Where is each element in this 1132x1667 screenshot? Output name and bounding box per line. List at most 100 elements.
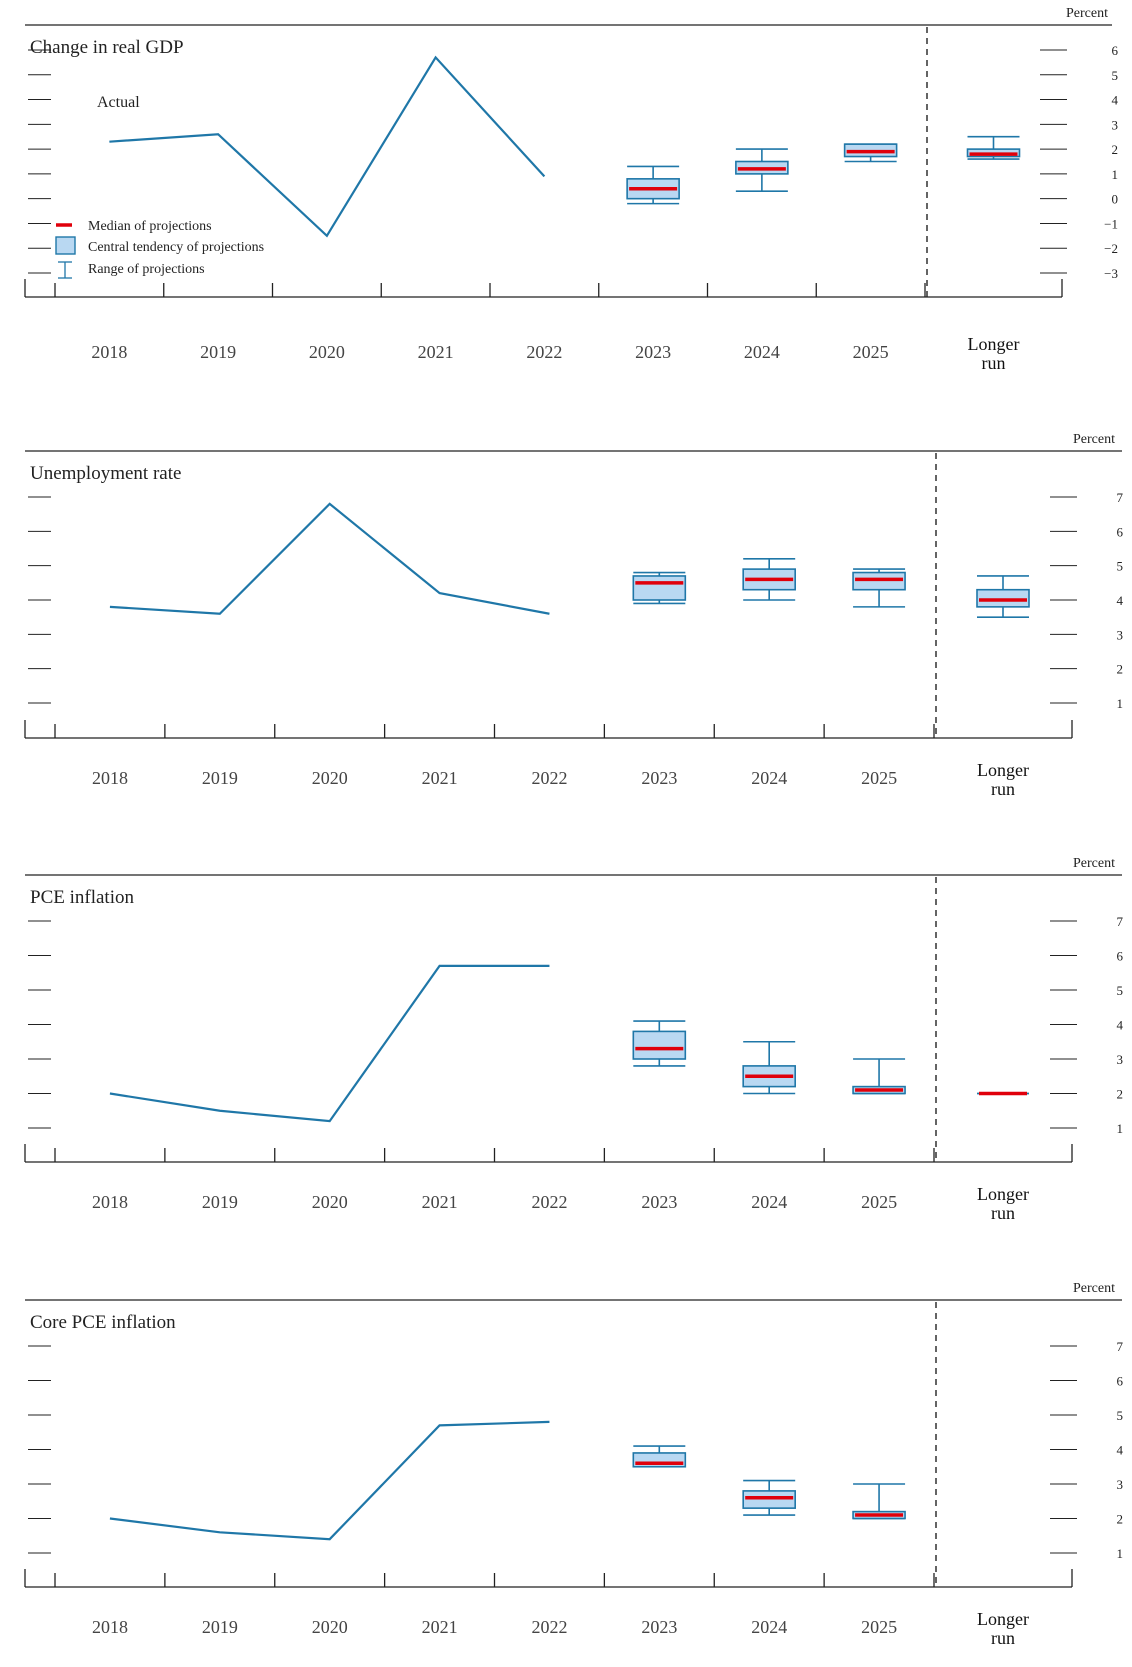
xtick-label: 2023 (641, 1192, 677, 1212)
xtick-label: 2021 (418, 342, 454, 362)
xtick-label: 2020 (309, 342, 345, 362)
xtick-label-longer-run: Longer run (977, 760, 1029, 799)
projection-2025 (852, 1058, 906, 1095)
xtick-label: 2024 (751, 768, 787, 788)
xtick-label: 2021 (422, 1617, 458, 1637)
xtick-label: 2021 (422, 1192, 458, 1212)
xtick-label: 2018 (92, 1192, 128, 1212)
actual-annotation: Actual (97, 94, 140, 111)
xtick-label: 2022 (531, 1617, 567, 1637)
ytick-label: 0 (1112, 192, 1119, 207)
xtick-label: 2023 (635, 342, 671, 362)
xtick-label: 2018 (91, 342, 127, 362)
xtick-label-line: Longer (977, 1609, 1029, 1629)
projection-2023 (632, 1020, 687, 1067)
ytick-label: 4 (1112, 93, 1119, 108)
xtick-label: 2019 (202, 1192, 238, 1212)
ytick-label: 2 (1117, 1512, 1124, 1527)
xtick-label: 2025 (853, 342, 889, 362)
ytick-label: 7 (1117, 490, 1124, 505)
ytick-label: 5 (1112, 68, 1119, 83)
xtick-label: 2023 (641, 1617, 677, 1637)
xtick-label: 2018 (92, 768, 128, 788)
ytick-label: 1 (1117, 696, 1124, 711)
ytick-label: −2 (1104, 241, 1118, 256)
xtick-label-longer-run: Longer run (977, 1609, 1029, 1648)
ytick-label: 7 (1117, 914, 1124, 929)
projection-2024 (735, 148, 789, 193)
xtick-label: 2022 (531, 1192, 567, 1212)
legend-range-label: Range of projections (88, 262, 205, 277)
unit-label: Percent (1073, 856, 1115, 871)
xtick-label: 2018 (92, 1617, 128, 1637)
ytick-label: 3 (1117, 1052, 1124, 1067)
xtick-label: 2024 (751, 1617, 787, 1637)
central-tendency-box (632, 1030, 687, 1060)
ytick-label: −3 (1104, 266, 1118, 281)
xtick-label-line: Longer (977, 760, 1029, 780)
xtick-label-longer-run: Longer run (968, 334, 1020, 373)
ytick-label: 1 (1112, 167, 1119, 182)
ytick-label: 6 (1117, 1374, 1124, 1389)
ytick-label: 2 (1117, 662, 1124, 677)
xtick-label-longer-run: Longer run (977, 1184, 1029, 1223)
panel-unemployment-rate: Percent Unemployment rate 7 6 5 4 3 2 1 2018 2019 2… (24, 432, 1124, 799)
xtick-label: 2023 (641, 768, 677, 788)
ytick-label: 4 (1117, 1443, 1124, 1458)
actual-series-line (109, 502, 550, 615)
projection-2025 (843, 143, 898, 163)
xtick-label-line: run (991, 1203, 1015, 1223)
xtick-label: 2024 (751, 1192, 787, 1212)
projection-longer-run (976, 575, 1030, 618)
actual-series-line (109, 55, 546, 238)
ytick-label: 6 (1117, 524, 1124, 539)
xtick-label: 2020 (312, 1192, 348, 1212)
legend-central-swatch (55, 236, 76, 255)
xtick-label-line: Longer (968, 334, 1020, 354)
ytick-label: 3 (1117, 1477, 1124, 1492)
xtick-label: 2020 (312, 768, 348, 788)
xtick-label: 2021 (422, 768, 458, 788)
ytick-label: 1 (1117, 1546, 1124, 1561)
ytick-label: 4 (1117, 593, 1124, 608)
xtick-label: 2025 (861, 1617, 897, 1637)
ytick-label: 6 (1112, 43, 1119, 58)
projection-2023 (632, 571, 687, 605)
central-tendency-box (632, 575, 687, 601)
xtick-label: 2020 (312, 1617, 348, 1637)
xtick-label: 2022 (531, 768, 567, 788)
ytick-label: 7 (1117, 1339, 1124, 1354)
projection-2023 (632, 1445, 687, 1468)
ytick-label: −1 (1104, 216, 1118, 231)
projection-2025 (852, 1483, 906, 1520)
ytick-label: 5 (1117, 1408, 1124, 1423)
ytick-label: 2 (1117, 1087, 1124, 1102)
xtick-label: 2019 (202, 1617, 238, 1637)
ytick-label: 3 (1112, 117, 1119, 132)
legend-central-label: Central tendency of projections (88, 240, 264, 255)
xtick-label: 2024 (744, 342, 780, 362)
panel-core-pce-inflation: Percent Core PCE inflation 7 6 5 4 3 2 1 2018 2019… (24, 1281, 1124, 1648)
projection-2023 (626, 165, 680, 205)
xtick-label: 2019 (200, 342, 236, 362)
ytick-label: 6 (1117, 949, 1124, 964)
actual-series-line (109, 1420, 550, 1541)
ytick-label: 5 (1117, 559, 1124, 574)
ytick-label: 1 (1117, 1121, 1124, 1136)
ytick-label: 4 (1117, 1018, 1124, 1033)
xtick-label: 2025 (861, 1192, 897, 1212)
projection-2024 (742, 1479, 796, 1516)
panel-title: PCE inflation (30, 887, 134, 908)
xtick-label-line: run (982, 353, 1006, 373)
xtick-label: 2019 (202, 768, 238, 788)
panel-title: Core PCE inflation (30, 1312, 176, 1333)
xtick-label: 2022 (526, 342, 562, 362)
unit-label: Percent (1066, 6, 1108, 21)
actual-series-line (109, 964, 550, 1123)
xtick-label-line: run (991, 1628, 1015, 1648)
ytick-label: 3 (1117, 627, 1124, 642)
projection-2024 (742, 557, 796, 601)
ytick-label: 5 (1117, 983, 1124, 998)
projection-longer-run (966, 135, 1021, 160)
